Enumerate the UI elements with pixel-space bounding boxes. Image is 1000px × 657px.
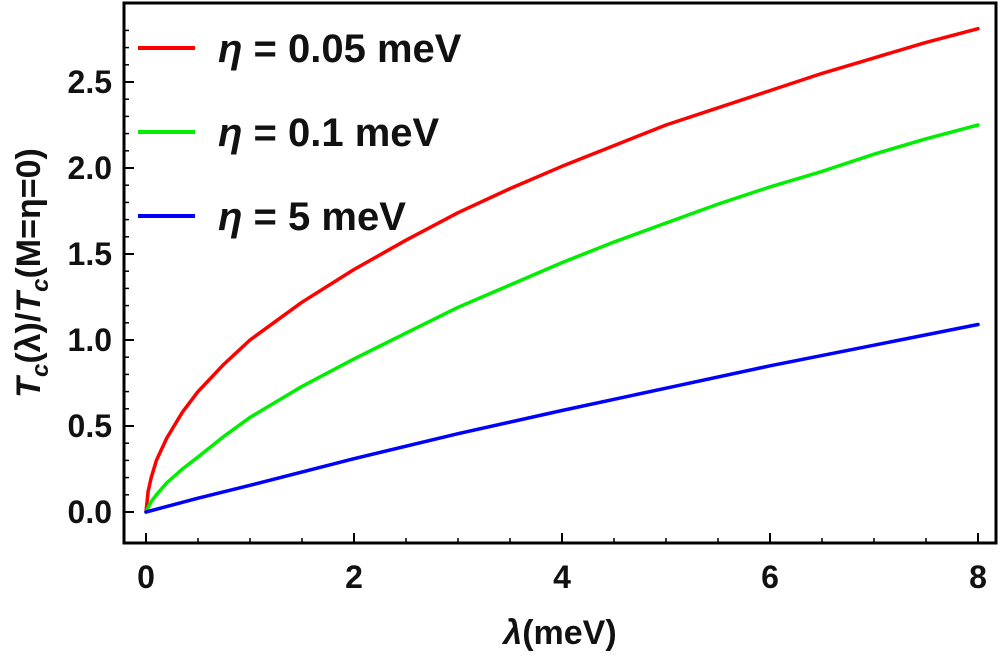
legend-label-3: η = 5 meV xyxy=(218,195,406,239)
ticks: 0 2 4 6 8 0.0 0.5 1.0 1.5 2.0 2.5 xyxy=(68,29,987,595)
y-tick-label: 1.0 xyxy=(68,322,112,358)
legend-label-value: = 5 meV xyxy=(242,195,406,239)
y-axis-title: Tc(λ)/Tc(M=η=0) xyxy=(10,148,54,398)
x-tick-label: 6 xyxy=(761,559,779,595)
legend-label-value: = 0.1 meV xyxy=(242,111,439,155)
y-axis-title-arg: (M=η=0) xyxy=(10,148,48,278)
y-tick-label: 0.5 xyxy=(68,408,112,444)
y-axis-title-sub: c xyxy=(27,364,54,377)
series-lines xyxy=(144,26,980,514)
legend-label-symbol: η xyxy=(218,111,242,155)
x-tick-label: 0 xyxy=(137,559,155,595)
y-tick-label: 0.0 xyxy=(68,494,112,530)
legend-label-value: = 0.05 meV xyxy=(242,27,461,71)
y-tick-label: 2.0 xyxy=(68,150,112,186)
legend-label-symbol: η xyxy=(218,27,242,71)
x-tick-label: 8 xyxy=(969,559,987,595)
plot-frame xyxy=(122,1,998,545)
y-axis-title-sub: c xyxy=(27,279,54,292)
y-tick-label: 1.5 xyxy=(68,236,112,272)
y-axis-title-arg: (λ)/ xyxy=(10,312,48,364)
legend-label-1: η = 0.05 meV xyxy=(218,27,462,71)
x-axis-title-symbol: λ xyxy=(501,614,522,652)
series-line-2 xyxy=(144,123,980,514)
legend-label-2: η = 0.1 meV xyxy=(218,111,440,155)
legend-label-symbol: η xyxy=(218,195,242,239)
y-tick-label: 2.5 xyxy=(68,64,112,100)
x-tick-label: 4 xyxy=(553,559,571,595)
y-axis-title-T: T xyxy=(10,374,48,398)
x-tick-label: 2 xyxy=(345,559,363,595)
series-line-3 xyxy=(144,322,980,514)
series-line-1 xyxy=(144,26,980,514)
y-axis-title-T: T xyxy=(10,289,48,313)
x-axis-title: λ(meV) xyxy=(501,614,616,652)
x-axis-title-unit: (meV) xyxy=(522,614,616,652)
